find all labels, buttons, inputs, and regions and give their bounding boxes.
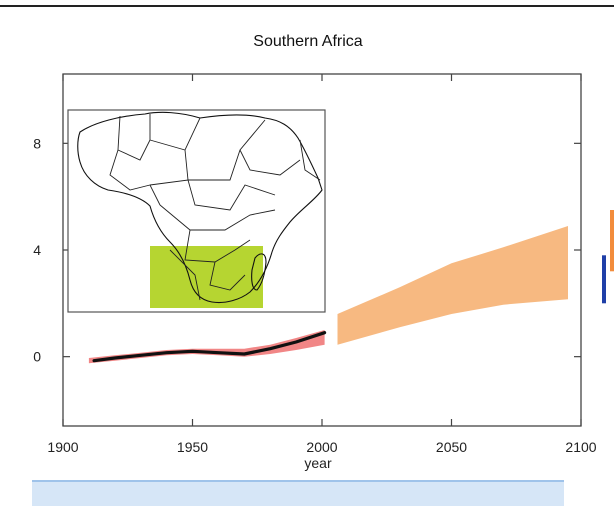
- data-lines: [92, 331, 327, 363]
- africa-inset-map: [67, 109, 326, 313]
- side-range-bar-1: [602, 255, 606, 304]
- y-tick-label-0: 0: [33, 349, 41, 365]
- caption-strip: [32, 480, 564, 506]
- africa-outline: [77, 111, 323, 304]
- country-borders: [109, 114, 321, 301]
- x-axis-label: year: [304, 455, 332, 471]
- series-band-2: [337, 226, 568, 345]
- side-range-bars: [602, 210, 614, 304]
- x-tick-label-4: 2100: [565, 439, 596, 455]
- series-line-1: [92, 331, 327, 363]
- x-tick-label-3: 2050: [436, 439, 467, 455]
- x-tick-label-1: 1950: [177, 439, 208, 455]
- side-range-bar-0: [610, 210, 614, 272]
- y-tick-label-2: 8: [33, 135, 41, 151]
- x-tick-label-2: 2000: [306, 439, 337, 455]
- madagascar-outline: [251, 253, 267, 291]
- axis-ticks: 1900 1950 2000 2050 2100 0 4 8: [33, 74, 597, 455]
- chart-title: Southern Africa: [253, 33, 363, 50]
- x-tick-label-0: 1900: [47, 439, 78, 455]
- southern-africa-region-highlight: [150, 246, 263, 308]
- y-tick-label-1: 4: [33, 242, 41, 258]
